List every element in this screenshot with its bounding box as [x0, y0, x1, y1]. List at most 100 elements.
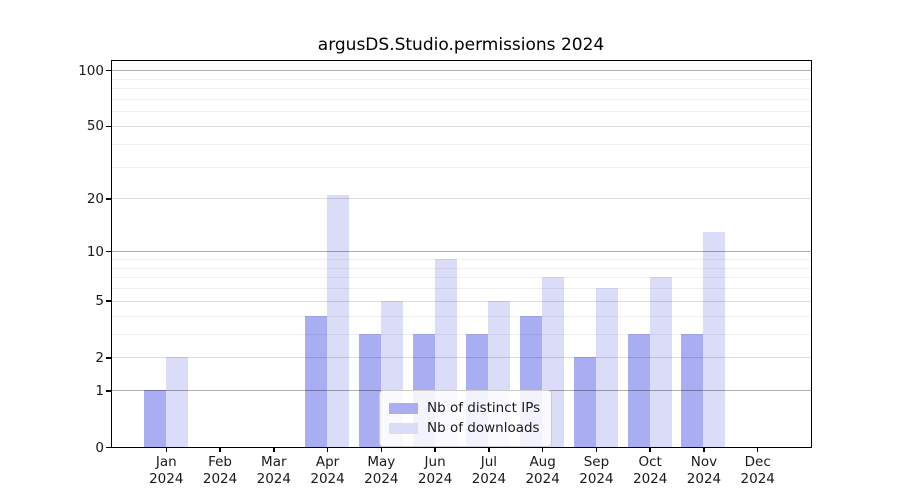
x-axis-tick-label: Aug 2024	[525, 454, 559, 488]
y-tick-mark	[106, 69, 111, 72]
x-label-month: Nov	[690, 454, 718, 470]
gridline-minor	[112, 333, 811, 335]
gridline	[112, 125, 811, 127]
x-tick-mark	[273, 447, 275, 452]
gridline	[112, 198, 811, 200]
bar-distinct-ips	[573, 357, 596, 447]
gridline	[112, 357, 811, 359]
x-axis-tick-label: Jul 2024	[472, 454, 506, 488]
y-axis-tick-label: 2	[95, 349, 104, 366]
x-axis-tick-label: Dec 2024	[741, 454, 775, 488]
x-axis-tick-label: May 2024	[364, 454, 398, 488]
x-label-year: 2024	[364, 471, 399, 487]
x-label-year: 2024	[633, 471, 668, 487]
x-label-month: Feb	[208, 454, 232, 470]
x-tick-mark	[380, 447, 383, 452]
bar-distinct-ips	[305, 315, 328, 447]
x-tick-mark	[488, 447, 490, 452]
x-tick-mark	[434, 447, 436, 452]
y-axis-tick-label: 10	[86, 243, 104, 260]
x-label-year: 2024	[310, 471, 345, 487]
legend-label-distinct-ips: Nb of distinct IPs	[427, 400, 541, 416]
y-tick-mark	[106, 300, 111, 302]
gridline-minor	[112, 277, 811, 279]
legend: Nb of distinct IPs Nb of downloads	[379, 390, 553, 447]
y-tick-mark	[106, 198, 111, 200]
x-label-year: 2024	[740, 471, 775, 487]
x-axis-tick-label: Feb 2024	[203, 454, 237, 488]
gridline-minor	[112, 78, 811, 80]
gridline-minor	[112, 111, 811, 113]
legend-item-downloads: Nb of downloads	[389, 420, 540, 437]
legend-label-downloads: Nb of downloads	[427, 420, 540, 436]
x-label-year: 2024	[525, 471, 560, 487]
y-axis-tick-label: 20	[86, 190, 104, 207]
x-tick-mark	[326, 447, 329, 452]
y-axis-tick-label: 100	[78, 62, 104, 79]
bar-distinct-ips	[681, 333, 704, 447]
x-axis-tick-label: Mar 2024	[257, 454, 291, 488]
gridline-minor	[112, 258, 811, 260]
x-label-month: May	[367, 454, 396, 470]
x-label-year: 2024	[149, 471, 184, 487]
y-tick-mark	[106, 250, 111, 253]
bar-downloads	[327, 194, 350, 447]
y-axis-tick-label: 0	[95, 439, 104, 456]
x-axis-tick-label: Sep 2024	[579, 454, 613, 488]
x-label-year: 2024	[579, 471, 614, 487]
y-tick-mark	[106, 357, 111, 359]
gridline-minor	[112, 98, 811, 100]
gridline-minor	[112, 166, 811, 168]
x-axis-tick-label: Nov 2024	[687, 454, 721, 488]
x-label-year: 2024	[417, 471, 453, 487]
bar-distinct-ips	[627, 333, 650, 447]
gridline	[112, 70, 811, 72]
gridline-minor	[112, 288, 811, 290]
x-label-month: Jun	[424, 454, 446, 470]
bar-downloads	[165, 357, 188, 447]
x-label-year: 2024	[202, 471, 238, 487]
x-label-month: Mar	[261, 454, 287, 470]
x-label-year: 2024	[686, 471, 722, 487]
gridline-minor	[112, 315, 811, 317]
x-label-month: Jul	[480, 454, 498, 470]
x-tick-mark	[541, 447, 544, 452]
x-label-month: Jan	[155, 454, 177, 470]
x-tick-mark	[595, 447, 598, 452]
x-label-month: Oct	[638, 454, 662, 470]
gridline-minor	[112, 267, 811, 269]
bar-downloads	[703, 231, 726, 447]
x-label-month: Sep	[583, 454, 610, 470]
bar-downloads	[595, 288, 618, 447]
y-tick-mark	[106, 446, 111, 449]
gridline	[112, 251, 811, 253]
x-tick-mark	[165, 447, 168, 452]
x-label-month: Aug	[529, 454, 556, 470]
x-axis-tick-label: Jun 2024	[418, 454, 452, 488]
x-label-month: Apr	[315, 454, 340, 470]
y-tick-mark	[106, 125, 111, 128]
x-tick-mark	[703, 447, 705, 452]
y-axis-tick-label: 5	[95, 293, 104, 310]
legend-swatch-downloads	[389, 423, 418, 434]
x-axis-tick-label: Oct 2024	[633, 454, 667, 488]
x-tick-mark	[219, 447, 221, 452]
legend-swatch-distinct-ips	[389, 403, 418, 414]
gridline	[112, 300, 811, 302]
x-axis-tick-label: Apr 2024	[310, 454, 344, 488]
x-label-year: 2024	[471, 471, 507, 487]
gridline-minor	[112, 88, 811, 90]
x-tick-mark	[756, 447, 759, 452]
x-axis-tick-label: Jan 2024	[149, 454, 183, 488]
bar-distinct-ips	[143, 390, 166, 447]
legend-item-distinct-ips: Nb of distinct IPs	[389, 400, 540, 417]
y-axis-tick-label: 50	[86, 118, 104, 135]
x-label-year: 2024	[256, 471, 291, 487]
y-axis-tick-label: 1	[95, 382, 104, 399]
x-label-month: Dec	[744, 454, 771, 470]
y-tick-mark	[106, 390, 111, 392]
gridline-minor	[112, 143, 811, 145]
x-tick-mark	[649, 447, 651, 452]
bar-distinct-ips	[358, 333, 381, 447]
